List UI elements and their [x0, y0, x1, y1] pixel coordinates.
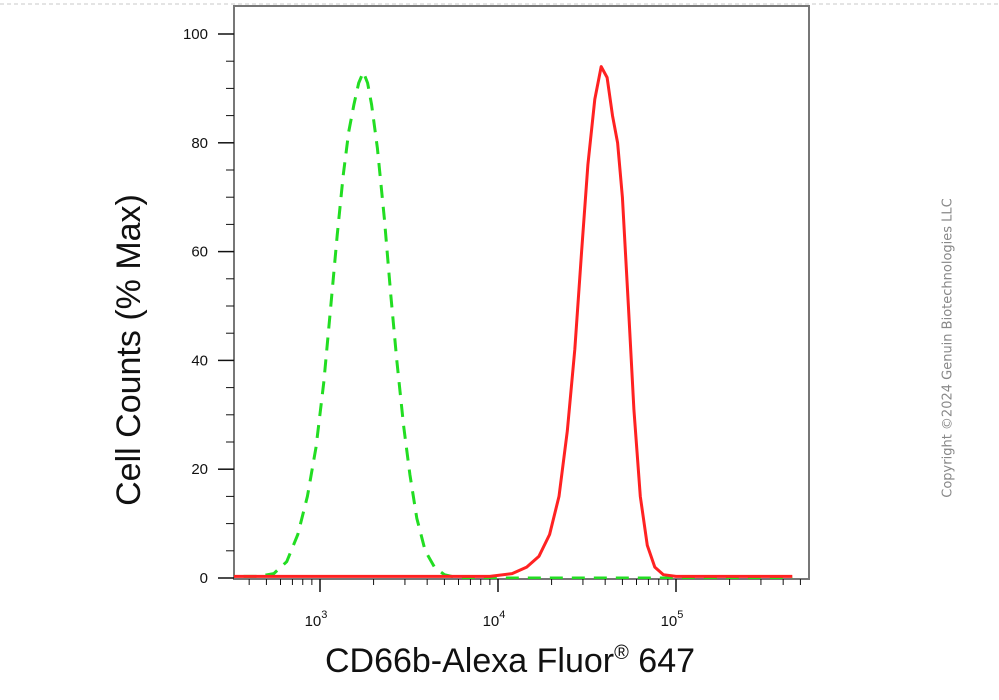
y-tick-label: 0	[200, 570, 208, 587]
y-axis: 0 20 40 60 80 100	[183, 26, 234, 587]
y-tick-label: 60	[191, 244, 208, 261]
x-tick-label: 105	[661, 609, 684, 630]
copyright-watermark: Copyright ©2024 Genuin Biotechnologies L…	[940, 198, 956, 498]
y-axis-title: Cell Counts (% Max)	[110, 194, 148, 506]
plot-frame	[233, 5, 810, 580]
y-tick-label: 100	[183, 26, 208, 43]
series-layer	[234, 65, 793, 579]
x-axis: 103 104 105	[248, 579, 801, 630]
y-tick-label: 20	[191, 461, 208, 478]
x-tick-label: 104	[483, 609, 506, 630]
series-line-2	[234, 65, 793, 578]
y-tick-label: 40	[191, 352, 208, 369]
y-tick-label: 80	[191, 135, 208, 152]
x-tick-label: 103	[305, 609, 328, 630]
series-line-1	[234, 70, 793, 579]
x-axis-title: CD66b-Alexa Fluor® 647	[325, 642, 695, 680]
